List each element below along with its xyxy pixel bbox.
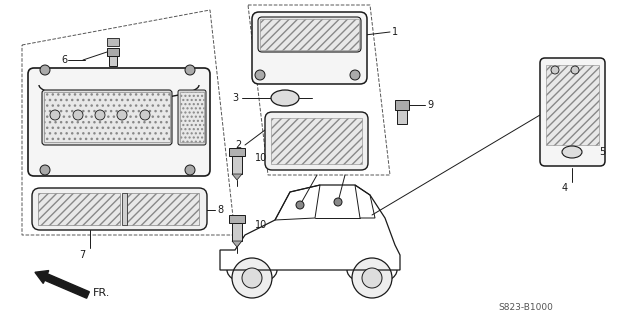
- Text: 1: 1: [392, 27, 398, 37]
- FancyBboxPatch shape: [252, 12, 367, 84]
- FancyBboxPatch shape: [28, 68, 210, 176]
- Bar: [397, 110, 407, 124]
- Text: 6: 6: [62, 55, 68, 65]
- Bar: [232, 156, 242, 174]
- Bar: [109, 56, 117, 66]
- FancyBboxPatch shape: [265, 112, 368, 170]
- Ellipse shape: [271, 90, 299, 106]
- Circle shape: [50, 110, 60, 120]
- Ellipse shape: [562, 146, 582, 158]
- Bar: [180, 92, 204, 142]
- Bar: [107, 38, 119, 46]
- Bar: [127, 193, 199, 225]
- Circle shape: [95, 110, 105, 120]
- Bar: [122, 193, 127, 225]
- Text: 2: 2: [235, 140, 241, 150]
- Circle shape: [571, 66, 579, 74]
- Bar: [44, 92, 170, 142]
- Circle shape: [255, 70, 265, 80]
- Circle shape: [551, 66, 559, 74]
- Polygon shape: [232, 241, 242, 247]
- Text: FR.: FR.: [93, 288, 110, 298]
- Circle shape: [350, 70, 360, 80]
- Text: 5: 5: [599, 147, 605, 157]
- Circle shape: [117, 110, 127, 120]
- Bar: [38, 193, 120, 225]
- Bar: [395, 100, 409, 110]
- Circle shape: [185, 165, 195, 175]
- Text: 4: 4: [562, 183, 568, 193]
- Bar: [107, 48, 119, 56]
- Text: 7: 7: [79, 250, 85, 260]
- FancyBboxPatch shape: [178, 90, 206, 145]
- Text: 8: 8: [217, 205, 223, 215]
- Text: 3: 3: [232, 93, 238, 103]
- Circle shape: [40, 65, 50, 75]
- Bar: [229, 215, 245, 223]
- Circle shape: [352, 258, 392, 298]
- Circle shape: [242, 268, 262, 288]
- Bar: [546, 65, 599, 145]
- FancyBboxPatch shape: [258, 17, 361, 52]
- Circle shape: [40, 165, 50, 175]
- Bar: [271, 118, 362, 164]
- Polygon shape: [232, 174, 242, 180]
- Circle shape: [334, 198, 342, 206]
- Bar: [232, 223, 242, 241]
- FancyArrow shape: [35, 271, 90, 298]
- Circle shape: [185, 65, 195, 75]
- Circle shape: [140, 110, 150, 120]
- Circle shape: [362, 268, 382, 288]
- Circle shape: [73, 110, 83, 120]
- Bar: [229, 148, 245, 156]
- Bar: [260, 19, 359, 50]
- Text: 10: 10: [255, 153, 268, 163]
- FancyBboxPatch shape: [540, 58, 605, 166]
- Text: S823-B1000: S823-B1000: [498, 303, 553, 313]
- Text: 10: 10: [255, 220, 268, 230]
- Circle shape: [232, 258, 272, 298]
- Text: 9: 9: [427, 100, 433, 110]
- FancyBboxPatch shape: [42, 90, 172, 145]
- FancyBboxPatch shape: [32, 188, 207, 230]
- Circle shape: [296, 201, 304, 209]
